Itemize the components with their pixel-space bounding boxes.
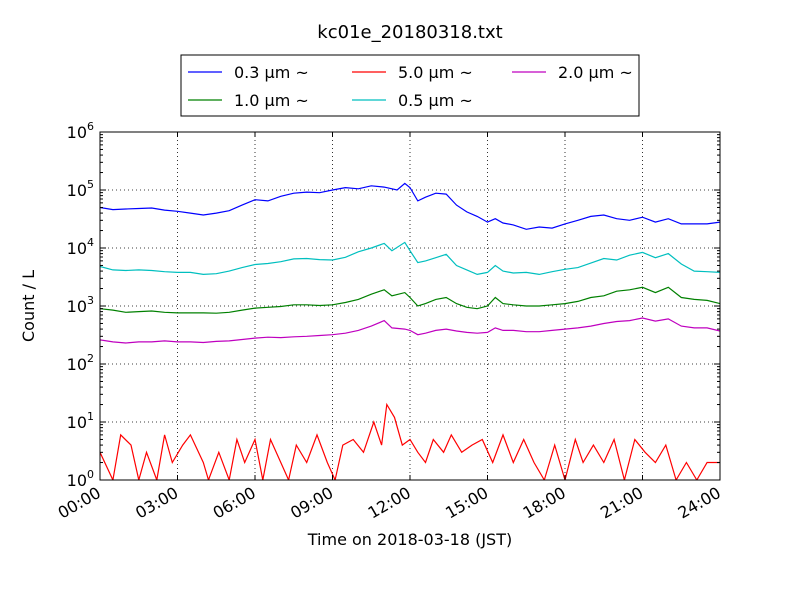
- series-line-3: [100, 317, 720, 344]
- y-axis: 100 101 102 103 104 105 106: [67, 120, 720, 490]
- y-tick-label: 100: [67, 468, 94, 490]
- y-tick-label: 104: [67, 236, 94, 258]
- y-tick-label: 106: [67, 120, 94, 142]
- y-axis-label: Count / L: [19, 270, 38, 342]
- legend-entry-2: 1.0 μm ~: [188, 91, 309, 110]
- legend-label: 5.0 μm ~: [398, 63, 473, 82]
- y-tick-label: 102: [67, 352, 94, 374]
- gridlines: [100, 132, 720, 480]
- legend-label: 0.3 μm ~: [234, 63, 309, 82]
- series-line-1: [100, 241, 720, 276]
- legend-entry-0: 0.3 μm ~: [188, 63, 309, 82]
- legend-entry-4: 5.0 μm ~: [352, 63, 473, 82]
- series-line-4: [100, 402, 720, 480]
- chart-title: kc01e_20180318.txt: [317, 22, 502, 43]
- x-tick-label: 15:00: [442, 483, 491, 523]
- x-axis: 00:00 03:00 06:00 09:00 12:00 15:00 18:00 21:00…: [55, 132, 724, 523]
- x-tick-label: 12:00: [365, 483, 414, 523]
- x-tick-label: 21:00: [597, 483, 646, 523]
- x-tick-label: 06:00: [210, 483, 259, 523]
- x-axis-label: Time on 2018-03-18 (JST): [307, 530, 512, 549]
- legend-label: 0.5 μm ~: [398, 91, 473, 110]
- legend-frame: [180, 54, 640, 117]
- x-tick-label: 09:00: [287, 483, 336, 523]
- legend-label: 1.0 μm ~: [234, 91, 309, 110]
- series-line-2: [100, 286, 720, 314]
- legend-label: 2.0 μm ~: [558, 63, 633, 82]
- y-tick-label: 101: [67, 410, 94, 432]
- legend-entry-1: 0.5 μm ~: [352, 91, 473, 110]
- plot-area: [100, 182, 720, 480]
- legend-entry-3: 2.0 μm ~: [512, 63, 633, 82]
- series-line-0: [100, 182, 720, 230]
- legend: 0.3 μm ~ 1.0 μm ~ 5.0 μm ~ 0.5 μm ~ 2.0 μm ~: [180, 54, 640, 117]
- x-tick-label: 24:00: [675, 483, 724, 523]
- x-tick-label: 18:00: [520, 483, 569, 523]
- y-tick-label: 105: [67, 178, 94, 200]
- x-tick-label: 03:00: [132, 483, 181, 523]
- y-tick-label: 103: [67, 294, 94, 316]
